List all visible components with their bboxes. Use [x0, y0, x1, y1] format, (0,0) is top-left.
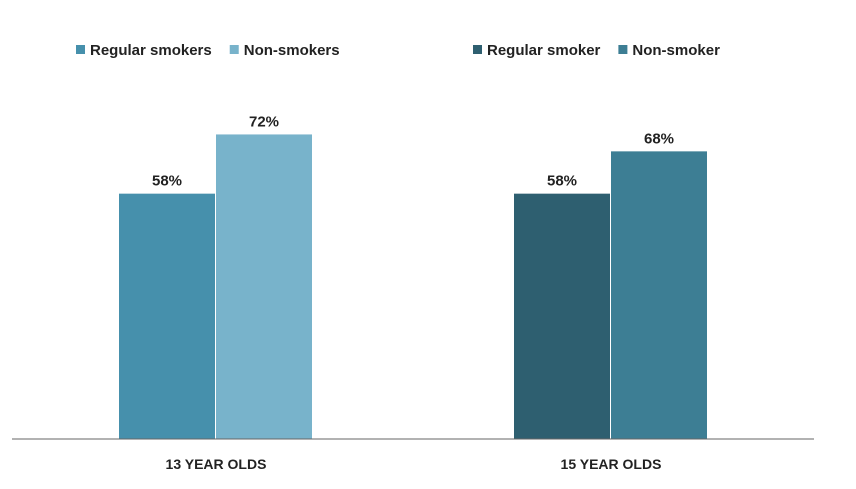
legend-swatch-2-2	[618, 45, 628, 54]
legend-swatch-1-2	[229, 45, 239, 54]
value-label-1-1: 58%	[152, 173, 182, 190]
value-label-1-2: 72%	[249, 113, 279, 130]
legend-swatch-1-1	[76, 45, 85, 54]
category-labels: 13 YEAR OLDS 15 YEAR OLDS	[166, 456, 662, 472]
legend-label-2-2: Non-smoker	[632, 42, 720, 59]
category-label-1: 13 YEAR OLDS	[166, 456, 267, 472]
legend-label-2-1: Regular smoker	[487, 42, 601, 59]
legend-swatch-2-1	[473, 45, 482, 54]
bar-2-1	[514, 193, 610, 439]
bar-1-2	[216, 134, 312, 439]
category-label-2: 15 YEAR OLDS	[561, 456, 662, 472]
bar-2-2	[611, 151, 707, 440]
legend-label-1-2: Non-smokers	[244, 42, 340, 59]
value-labels-layer: 58% 72% 58% 68%	[152, 113, 674, 189]
legend-label-1-1: Regular smokers	[90, 42, 212, 59]
legend: Regular smokers Non-smokers Regular smoker…	[76, 42, 720, 59]
bar-1-1	[119, 193, 215, 439]
value-label-2-2: 68%	[644, 130, 674, 147]
value-label-2-1: 58%	[547, 173, 577, 190]
bars-layer	[119, 134, 707, 440]
